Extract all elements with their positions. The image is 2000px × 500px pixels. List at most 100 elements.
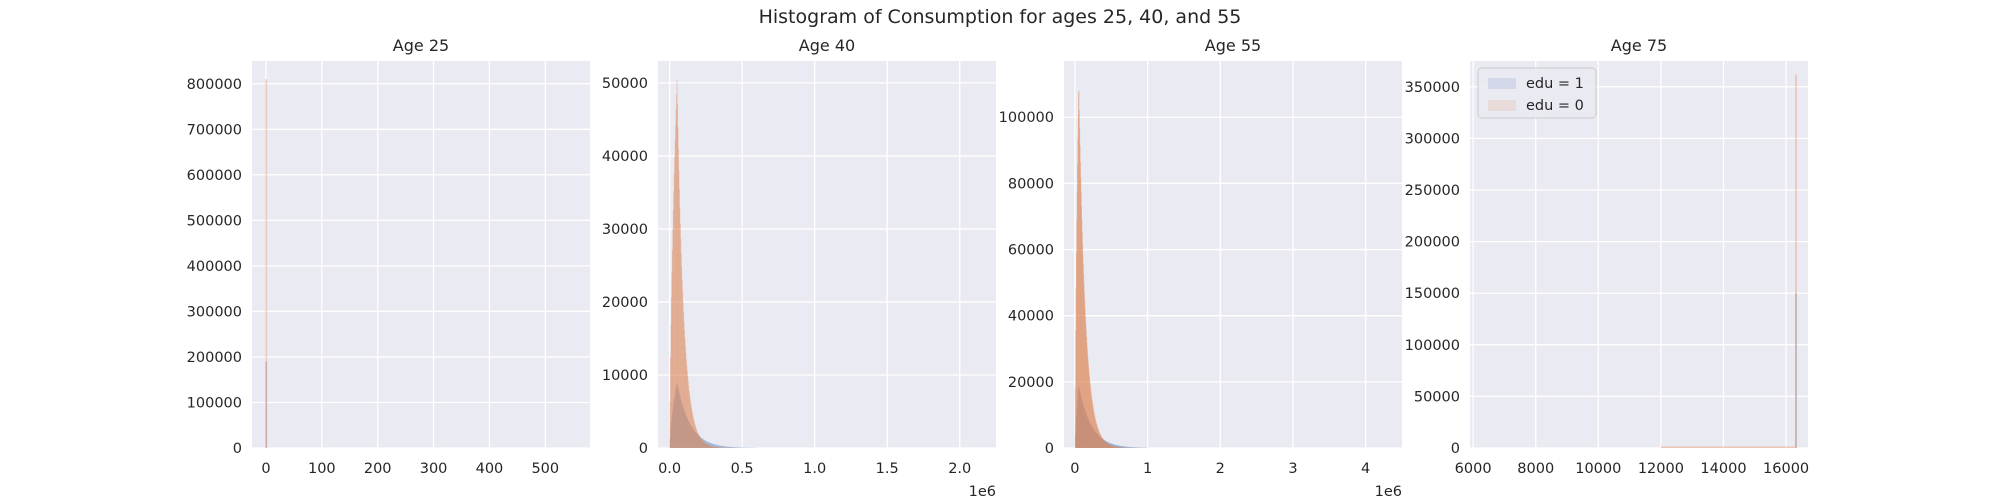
histogram-bar: [1085, 316, 1086, 448]
histogram-bar: [719, 447, 721, 448]
histogram-bar: [1079, 162, 1081, 448]
histogram-bar: [1102, 439, 1104, 448]
x-tick-label: 2.0: [948, 461, 971, 477]
histogram-bar: [672, 229, 674, 448]
histogram-bar: [1083, 292, 1085, 448]
y-tick-label: 400000: [187, 259, 242, 275]
histogram-bar: [1086, 342, 1088, 448]
histogram-bar: [685, 413, 687, 448]
histogram-bar: [1101, 436, 1102, 448]
histogram-bar: [1093, 411, 1095, 448]
histogram-bar: [696, 429, 698, 448]
histogram-bar: [707, 444, 709, 448]
histogram-bar: [1078, 91, 1080, 448]
histogram-bar: [732, 447, 734, 448]
histogram-bar: [678, 169, 680, 448]
histogram-bar: [1094, 417, 1096, 448]
histogram-bar: [715, 447, 717, 448]
histogram-bar: [678, 188, 680, 448]
x-tick-label: 14000: [1700, 461, 1746, 477]
legend-swatch: [1488, 78, 1516, 89]
histogram-bar: [1100, 435, 1102, 448]
histogram-bar: [739, 447, 741, 448]
histogram-bar: [726, 446, 728, 448]
histogram-bar: [710, 442, 711, 448]
histogram-bar: [712, 446, 714, 448]
histogram-bar: [1103, 439, 1105, 448]
histogram-bar: [708, 445, 710, 448]
histogram-bar: [703, 442, 705, 448]
histogram-bar: [700, 437, 702, 448]
histogram-bar: [703, 439, 705, 448]
histogram-bar: [733, 447, 734, 448]
histogram-bar: [1081, 231, 1083, 448]
plot-background: [658, 61, 996, 448]
histogram-bar: [1075, 288, 1077, 448]
histogram-bar: [1087, 353, 1089, 448]
histogram-bar: [698, 436, 700, 448]
histogram-bar: [671, 416, 673, 448]
legend-swatch: [1488, 100, 1516, 111]
histogram-bar: [1110, 445, 1112, 448]
histogram-bar: [679, 395, 681, 448]
histogram-bar: [1091, 402, 1093, 448]
histogram-bar: [1096, 424, 1098, 448]
histogram-bar: [1112, 446, 1114, 448]
histogram-bar: [736, 447, 738, 448]
histogram-bar: [713, 446, 715, 448]
histogram-bar: [1107, 444, 1109, 448]
histogram-bar: [699, 436, 701, 448]
histogram-bar: [1107, 443, 1109, 448]
histogram-bar: [716, 445, 718, 448]
histogram-bar: [1092, 407, 1094, 448]
histogram-bar: [1076, 220, 1078, 448]
histogram-series: [1074, 90, 1148, 448]
histogram-bar: [671, 297, 672, 448]
histogram-bar: [690, 424, 692, 448]
histogram-bar: [687, 418, 688, 448]
histogram-bar: [1122, 446, 1124, 448]
subplot-3: Age 55 0 1 2 3 4 0 20000 40000 60000 80000 100000 1e…: [999, 36, 1402, 500]
x-tick-label: 0: [261, 461, 270, 477]
histogram-bar: [1084, 409, 1086, 448]
histogram-bar: [1103, 439, 1105, 448]
histogram-bar: [1089, 422, 1091, 448]
histogram-bar: [676, 382, 678, 448]
histogram-bar: [1109, 443, 1111, 448]
x-tick-label: 6000: [1455, 461, 1492, 477]
histogram-bar: [714, 446, 716, 448]
histogram-bar: [729, 446, 731, 448]
histogram-bar: [691, 410, 693, 448]
histogram-bar: [1110, 443, 1112, 448]
histogram-bar: [692, 417, 694, 448]
histogram-bar: [1118, 445, 1120, 448]
histogram-bar: [678, 390, 680, 448]
histogram-bar: [1080, 177, 1082, 448]
histogram-bar: [700, 438, 702, 448]
histogram-bar: [729, 446, 731, 448]
histogram-bar: [1079, 128, 1081, 448]
histogram-bar: [701, 440, 703, 448]
histogram-bar: [1795, 74, 1797, 448]
histogram-bar: [1121, 446, 1123, 448]
histogram-bar: [670, 421, 672, 448]
histogram-bar: [700, 438, 702, 448]
histogram-bar: [685, 415, 687, 448]
histogram-bar: [1087, 363, 1089, 448]
histogram-bar: [702, 440, 704, 448]
histogram-bar: [1095, 421, 1097, 448]
histogram-bar: [1102, 439, 1104, 448]
histogram-bar: [1111, 445, 1113, 448]
y-tick-label: 800000: [187, 77, 242, 93]
histogram-bar: [735, 447, 737, 448]
y-tick-label: 100000: [1405, 338, 1460, 354]
histogram-bar: [680, 400, 682, 448]
histogram-bar: [723, 446, 724, 448]
histogram-bar: [1107, 441, 1108, 448]
plot-background: [1064, 61, 1402, 448]
histogram-bar: [724, 446, 726, 448]
histogram-bar: [1099, 437, 1101, 448]
histogram-bar: [693, 429, 695, 448]
histogram-bar: [1121, 447, 1123, 448]
histogram-bar: [1085, 330, 1087, 448]
